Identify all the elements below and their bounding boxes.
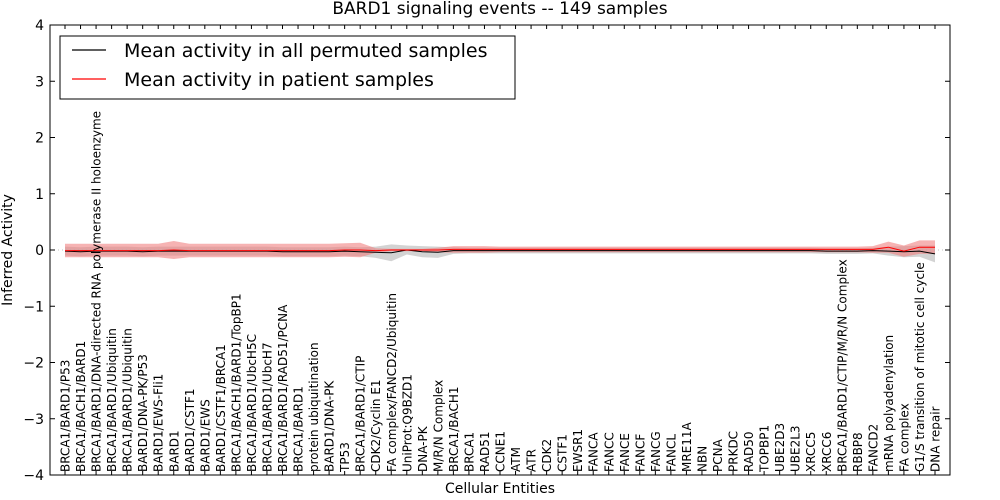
x-tick-label: BRCA1: [462, 432, 476, 472]
x-tick-label: BARD1/EWS-Fli1: [152, 374, 166, 472]
x-tick-label: PCNA: [711, 438, 725, 472]
y-tick-label: 4: [35, 18, 44, 34]
x-tick-label: CDK2: [540, 439, 554, 472]
x-tick-label: BARD1: [167, 430, 181, 472]
x-tick-label: BRCA1/BARD1: [292, 386, 306, 472]
y-tick-label: 2: [35, 131, 44, 147]
x-tick-label: protein ubiquitination: [307, 342, 321, 472]
x-tick-label: BRCA1/BARD1/RAD51/PCNA: [276, 304, 290, 472]
x-tick-label: BRCA1/BARD1/CTIP/M/R/N Complex: [835, 259, 849, 472]
x-tick-label: UBE2L3: [789, 425, 803, 472]
x-tick-label: RAD51: [478, 431, 492, 472]
x-tick-label: UniProt:Q9BZD1: [400, 374, 414, 472]
legend-label-permuted: Mean activity in all permuted samples: [124, 40, 487, 62]
x-tick-label: XRCC5: [804, 432, 818, 472]
x-tick-label: FANCA: [587, 432, 601, 472]
x-tick-label: FA complex/FANCD2/Ubiquitin: [385, 293, 399, 472]
x-tick-label: mRNA polyadenylation: [882, 335, 896, 472]
x-tick-label: ATM: [509, 447, 523, 472]
x-tick-label: M/R/N Complex: [431, 380, 445, 472]
x-tick-label: G1/S transition of mitotic cell cycle: [913, 262, 927, 472]
x-tick-label: CCNE1: [494, 431, 508, 472]
x-tick-label: BRCA1/BARD1/Ubiquitin: [105, 328, 119, 472]
x-tick-label: FANCE: [618, 433, 632, 472]
x-tick-label: TP53: [338, 442, 352, 473]
x-tick-label: BRCA1/BARD1/Ubiquitin: [121, 328, 135, 472]
y-tick-label: −4: [23, 468, 44, 484]
x-tick-label: DNA-PK: [416, 425, 430, 472]
x-tick-label: FANCG: [649, 431, 663, 472]
x-tick-label: UBE2D3: [773, 423, 787, 472]
y-tick-label: 0: [35, 243, 44, 259]
x-tick-label: ATR: [525, 449, 539, 472]
x-tick-label: BARD1/CSTF1: [183, 388, 197, 472]
x-tick-label: BRCA1/BARD1/P53: [59, 360, 73, 472]
x-tick-label: PRKDC: [727, 431, 741, 472]
x-tick-label: XRCC6: [820, 432, 834, 472]
x-tick-label: BRCA1/BACH1/BARD1/TopBP1: [229, 293, 243, 472]
x-tick-label: RBBP8: [851, 432, 865, 472]
y-tick-label: 1: [35, 187, 44, 203]
y-axis-label: Inferred Activity: [0, 194, 16, 306]
x-tick-label: TOPBP1: [758, 425, 772, 473]
patient-mean-line: [65, 246, 935, 252]
x-tick-label: FANCF: [633, 434, 647, 472]
x-tick-label: BARD1/DNA-PK: [323, 380, 337, 472]
x-tick-label: CDK2/Cyclin E1: [369, 379, 383, 472]
y-tick-label: 3: [35, 74, 44, 90]
x-tick-label: BRCA1/BARD1/CTIP: [354, 356, 368, 472]
x-tick-label: BARD1/EWS: [198, 399, 212, 472]
x-tick-label: BRCA1/BARD1/UbcH5C: [245, 334, 259, 472]
legend-box: [59, 35, 516, 100]
y-tick-label: −2: [23, 356, 44, 372]
y-tick-label: −1: [23, 299, 44, 315]
x-tick-label: MRE11A: [680, 421, 694, 472]
x-tick-label: BRCA1/BARD1/UbcH7: [261, 342, 275, 472]
x-tick-label: CSTF1: [556, 434, 570, 472]
x-tick-label: BRCA1/BARD1/DNA-directed RNA polymerase …: [90, 111, 104, 472]
x-tick-label: NBN: [696, 446, 710, 472]
x-tick-label: FANCC: [602, 432, 616, 472]
x-tick-label: FANCD2: [866, 424, 880, 472]
x-tick-label: BARD1/DNA-PK/P53: [136, 354, 150, 472]
x-tick-label: FA complex: [897, 403, 911, 472]
x-axis-label: Cellular Entities: [445, 481, 555, 497]
x-tick-label: BARD1/CSTF1/BRCA1: [214, 344, 228, 472]
x-tick-label: BRCA1/BACH1: [447, 386, 461, 472]
y-tick-label: −3: [23, 412, 44, 428]
x-tick-label: DNA repair: [929, 406, 943, 472]
legend-label-patient: Mean activity in patient samples: [124, 69, 434, 91]
x-tick-label: BRCA1/BACH1/BARD1: [74, 341, 88, 472]
legend: Mean activity in all permuted samples Me…: [59, 35, 516, 100]
x-tick-label: EWSR1: [571, 429, 585, 472]
x-tick-label: FANCL: [664, 434, 678, 472]
chart-title: BARD1 signaling events -- 149 samples: [332, 0, 667, 19]
x-tick-label: RAD50: [742, 431, 756, 472]
